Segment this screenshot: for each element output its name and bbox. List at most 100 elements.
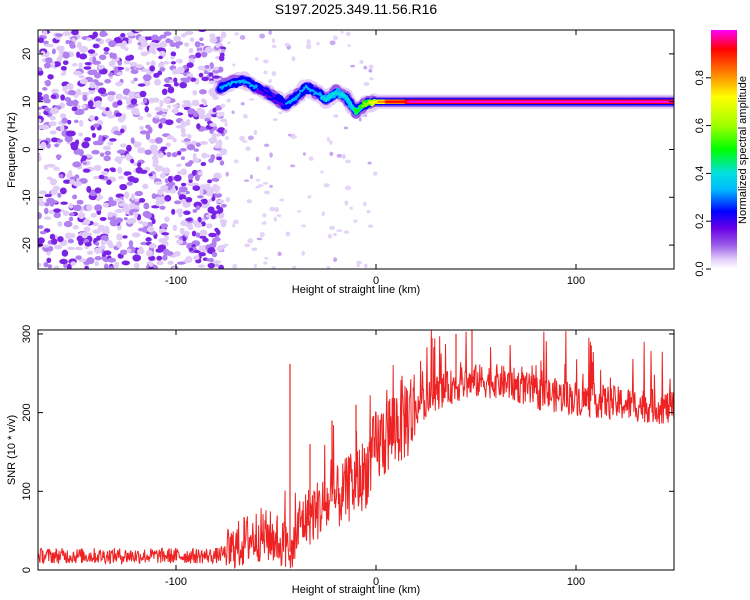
- spectrogram-marks: [38, 30, 674, 269]
- noise-speck: [220, 118, 228, 123]
- noise-speck: [115, 81, 123, 87]
- noise-speck: [199, 188, 204, 196]
- noise-speck: [137, 115, 144, 121]
- noise-speck: [81, 155, 88, 161]
- noise-speck: [44, 193, 53, 198]
- noise-speck: [46, 250, 51, 256]
- noise-speck: [267, 165, 271, 171]
- noise-speck: [78, 75, 85, 79]
- noise-speck: [38, 67, 43, 72]
- noise-speck: [116, 149, 126, 154]
- noise-speck: [185, 196, 193, 203]
- noise-speck: [98, 68, 108, 75]
- noise-speck: [188, 222, 193, 229]
- noise-speck: [120, 43, 126, 50]
- noise-speck: [307, 195, 312, 199]
- noise-speck: [65, 130, 75, 137]
- noise-speck: [109, 138, 117, 142]
- noise-speck: [363, 65, 368, 70]
- noise-speck: [72, 99, 79, 107]
- noise-speck: [59, 258, 68, 265]
- noise-speck: [204, 46, 214, 54]
- noise-speck: [158, 122, 163, 129]
- noise-speck: [149, 144, 159, 152]
- noise-speck: [130, 98, 138, 105]
- noise-speck: [139, 125, 144, 131]
- noise-speck: [264, 190, 271, 195]
- noise-speck: [225, 171, 229, 177]
- noise-speck: [220, 48, 226, 54]
- noise-speck: [211, 214, 216, 220]
- noise-speck: [254, 57, 259, 61]
- noise-speck: [172, 107, 179, 114]
- noise-speck: [185, 256, 193, 264]
- noise-speck: [79, 78, 88, 85]
- ridge-segment: [325, 96, 329, 103]
- noise-speck: [38, 196, 43, 202]
- noise-speck: [214, 192, 223, 198]
- noise-speck: [103, 155, 111, 162]
- noise-speck: [343, 230, 350, 234]
- noise-speck: [171, 208, 176, 215]
- noise-speck: [55, 33, 63, 37]
- noise-speck: [107, 91, 116, 96]
- noise-speck: [79, 45, 89, 53]
- noise-speck: [47, 264, 53, 269]
- noise-speck: [56, 154, 61, 161]
- noise-speck: [159, 40, 168, 48]
- noise-speck: [350, 64, 355, 68]
- noise-speck: [99, 216, 107, 221]
- noise-speck: [356, 263, 360, 268]
- noise-speck: [216, 112, 223, 118]
- noise-speck: [110, 168, 117, 173]
- noise-speck: [259, 231, 265, 238]
- ridge-segment: [365, 102, 369, 108]
- noise-speck: [161, 232, 170, 236]
- noise-speck: [68, 212, 75, 217]
- noise-speck: [57, 192, 62, 198]
- noise-speck: [92, 60, 101, 65]
- noise-speck: [291, 135, 297, 139]
- noise-speck: [102, 202, 110, 208]
- noise-speck: [255, 156, 260, 162]
- noise-speck: [133, 77, 138, 82]
- noise-speck: [108, 266, 115, 269]
- noise-speck: [122, 88, 131, 96]
- noise-speck: [145, 250, 154, 257]
- noise-speck: [356, 260, 362, 265]
- ridge-segment: [301, 88, 305, 92]
- noise-speck: [159, 205, 166, 210]
- spectrogram-y-tick-label: -20: [21, 237, 33, 253]
- noise-speck: [125, 67, 130, 72]
- noise-speck: [198, 252, 207, 257]
- ridge-segment: [257, 86, 261, 91]
- colorbar-tick-label: 0.6: [694, 118, 706, 133]
- noise-speck: [179, 227, 185, 235]
- noise-speck: [176, 163, 182, 167]
- colorbar: [711, 30, 737, 269]
- noise-speck: [243, 114, 248, 119]
- noise-speck: [103, 225, 110, 234]
- noise-speck: [256, 237, 263, 241]
- noise-speck: [219, 160, 225, 166]
- noise-speck: [96, 235, 102, 241]
- noise-speck: [171, 152, 178, 158]
- noise-speck: [78, 149, 84, 157]
- ridge-segment: [361, 104, 365, 108]
- noise-speck: [109, 52, 114, 59]
- noise-speck: [79, 177, 88, 184]
- noise-speck: [251, 247, 255, 251]
- noise-speck: [184, 230, 190, 237]
- snr-axes: -100 0 100 0 100 200 300: [21, 325, 674, 588]
- noise-speck: [67, 238, 74, 244]
- noise-speck: [198, 112, 204, 116]
- noise-speck: [78, 119, 84, 127]
- noise-speck: [167, 260, 174, 265]
- noise-speck: [38, 200, 47, 207]
- noise-speck: [157, 244, 167, 251]
- noise-speck: [97, 89, 106, 94]
- noise-speck: [61, 117, 68, 124]
- noise-speck: [38, 95, 44, 102]
- noise-speck: [161, 113, 167, 118]
